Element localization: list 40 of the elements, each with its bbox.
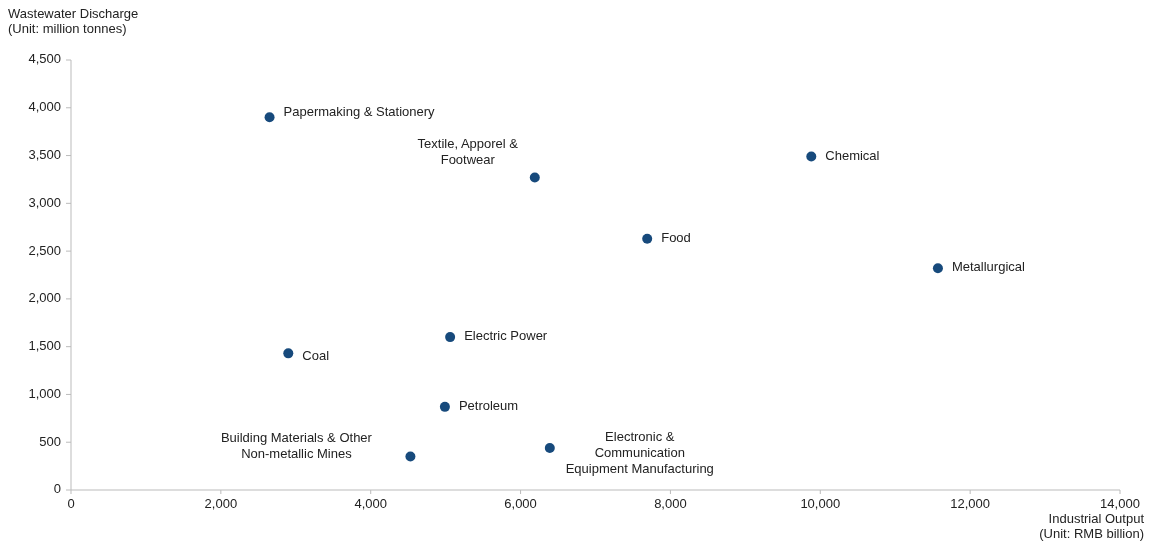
series-label: Electric Power	[464, 328, 548, 344]
x-tick-label: 6,000	[504, 496, 537, 511]
series-label: Electronic & Communication Equipment Manufacturing	[565, 429, 714, 477]
y-tick-label: 3,500	[28, 146, 61, 162]
y-tick-label: 0	[53, 481, 61, 497]
x-tick-label: 2,000	[204, 496, 238, 511]
series-label: Petroleum	[458, 398, 519, 414]
point	[932, 263, 943, 274]
y-axis-title: Wastewater Discharge (Unit: million tonnes)	[8, 6, 139, 36]
text: Building Materials & Other Non-metallic Mines	[220, 429, 373, 461]
x-tick-label: 0	[67, 496, 75, 511]
x-tick-label: 10,000	[800, 496, 841, 511]
series-label: Textile, Apporel & Footwear	[417, 135, 519, 167]
point	[264, 112, 275, 123]
point	[642, 233, 653, 244]
point	[405, 451, 416, 462]
series-label: Metallurgical	[951, 259, 1026, 275]
series-label: Chemical	[825, 147, 880, 163]
x-tick-label: 12,000	[950, 496, 991, 511]
series-label: Coal	[302, 348, 330, 364]
point	[439, 401, 450, 412]
y-tick-label: 2,000	[28, 290, 61, 306]
y-tick-label: 2,500	[28, 242, 61, 258]
y-tick-label: 4,000	[28, 99, 61, 115]
point	[529, 172, 540, 183]
point	[445, 332, 456, 343]
point	[806, 151, 817, 162]
point	[544, 442, 555, 453]
x-tick-label: 8,000	[654, 496, 687, 511]
series-label: Food	[661, 230, 691, 246]
y-tick-label: 500	[39, 433, 61, 449]
y-tick-label: 4,500	[28, 51, 61, 67]
x-tick-label: 14,000	[1100, 496, 1140, 511]
y-tick-label: 1,500	[28, 338, 61, 354]
x-axis-title: Industrial Output (Unit: RMB billion)	[1039, 511, 1145, 541]
point	[283, 348, 294, 359]
y-tick-label: 3,000	[28, 194, 61, 210]
x-tick-label: 4,000	[354, 496, 387, 511]
series-label: Papermaking & Stationery	[283, 104, 436, 120]
y-tick-label: 1,000	[28, 385, 61, 401]
